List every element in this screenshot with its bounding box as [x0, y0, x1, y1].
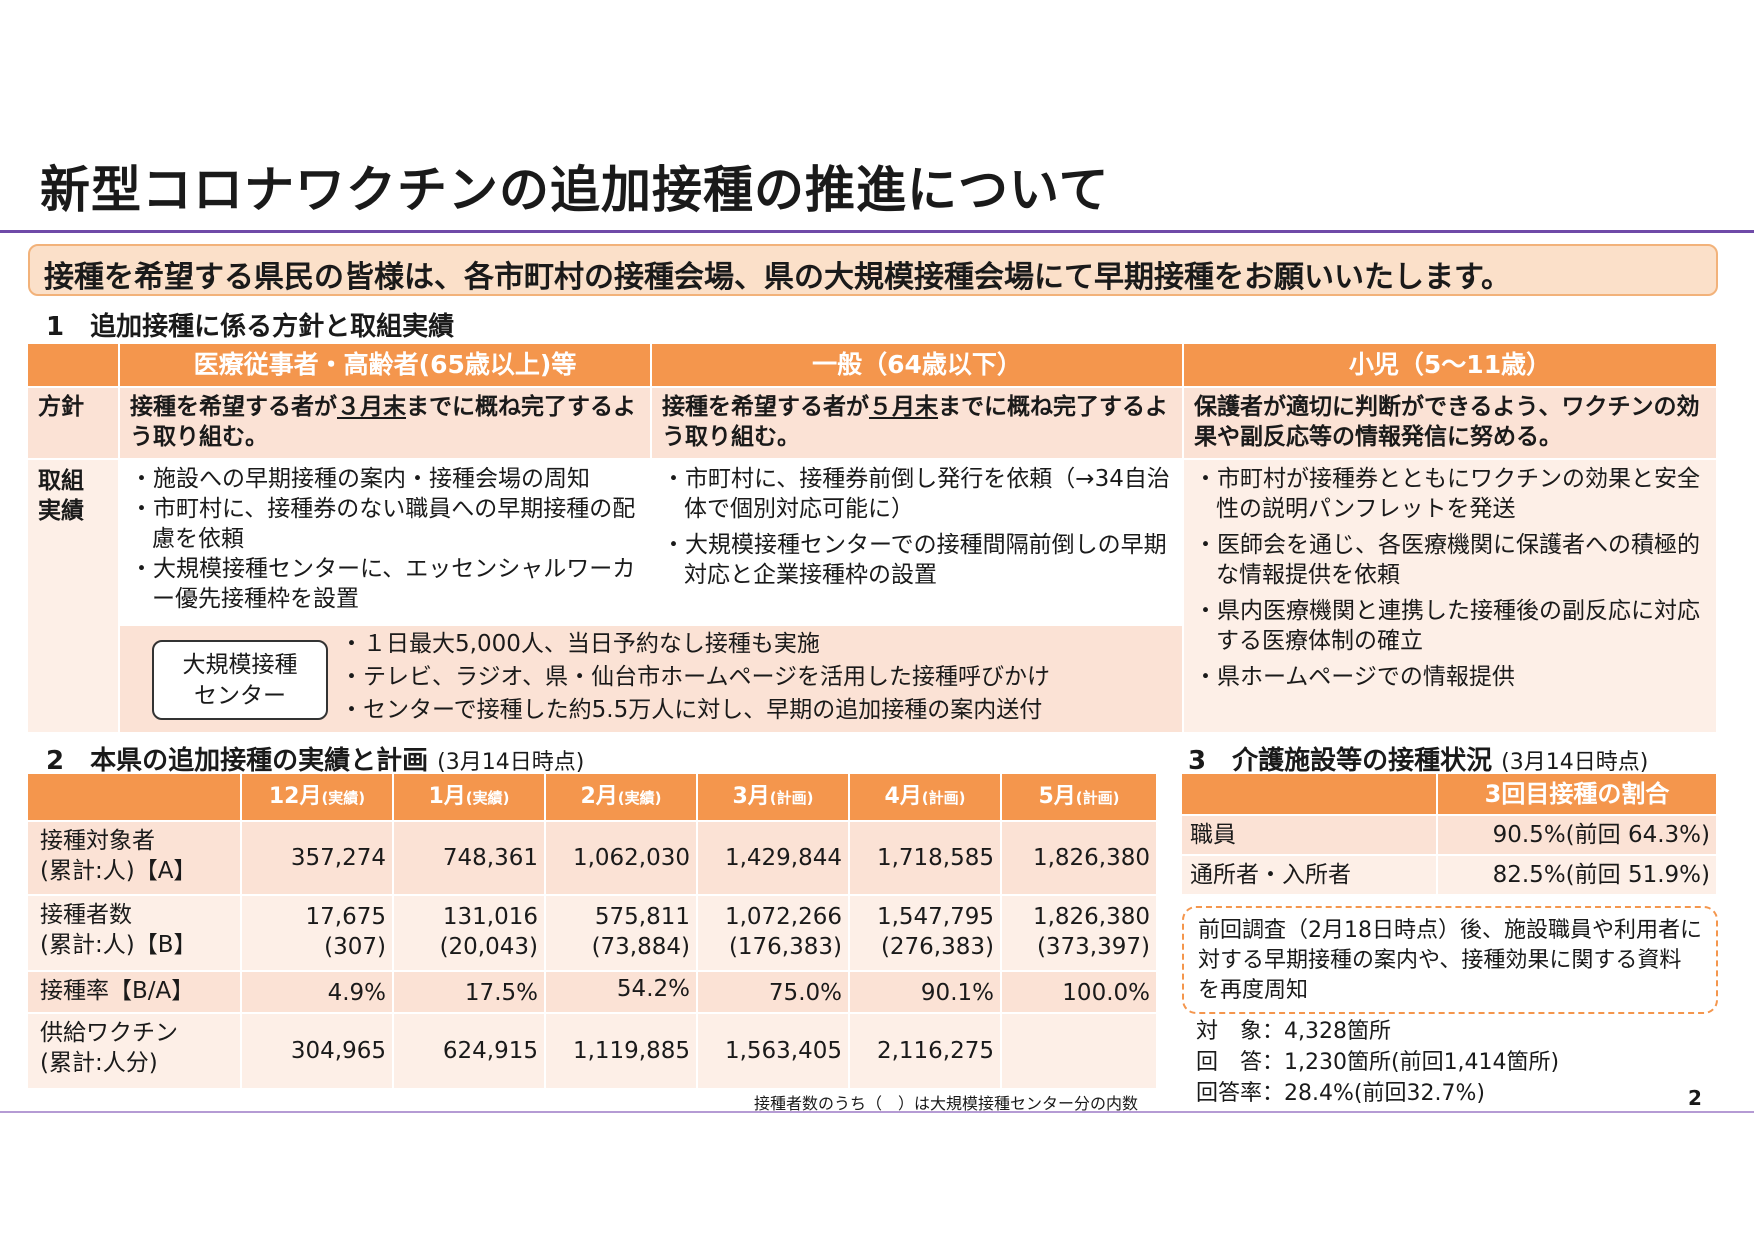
list-item: ・県ホームページでの情報提供: [1194, 664, 1515, 690]
info-target: 対 象：4,328箇所: [1196, 1019, 1391, 1044]
survey-info: 対 象：4,328箇所 回 答：1,230箇所(前回1,414箇所) 回答率：2…: [1196, 1016, 1559, 1109]
table-cell: 1,563,405: [698, 1014, 848, 1088]
section3-heading: 3 介護施設等の接種状況 (3月14日時点): [1188, 746, 1649, 776]
list-item: ・１日最大5,000人、当日予約なし接種も実施: [340, 631, 820, 657]
table-footnote: 接種者数のうち（ ）は大規模接種センター分の内数: [754, 1094, 1139, 1113]
section1-heading: 1 追加接種に係る方針と取組実績: [46, 312, 455, 342]
table-cell: 1,119,885: [546, 1014, 696, 1088]
list-item: ・医師会を通じ、各医療機関に保護者への積極的な情報提供を依頼: [1194, 532, 1700, 588]
list-item: ・大規模接種センターでの接種間隔前倒しの早期対応と企業接種枠の設置: [662, 532, 1167, 588]
row-label-rate: 接種率【B/A】: [28, 972, 240, 1012]
top-divider: [0, 230, 1754, 233]
row-label-vaccinated: 接種者数 (累計:人)【B】: [28, 896, 240, 970]
page-title: 新型コロナワクチンの追加接種の推進について: [40, 161, 1110, 219]
request-banner: 接種を希望する県民の皆様は、各市町村の接種会場、県の大規模接種会場にて早期接種を…: [28, 244, 1718, 296]
mass-vaccination-center-label: 大規模接種 センター: [152, 640, 328, 720]
month-header: 2月(実績): [546, 774, 696, 820]
header-corner: [28, 344, 118, 386]
table-cell: 2,116,275: [850, 1014, 1000, 1088]
row-label-target: 接種対象者 (累計:人)【A】: [28, 822, 240, 894]
list-item: ・大規模接種センターに、エッセンシャルワーカー優先接種枠を設置: [130, 556, 636, 612]
survey-note: 前回調査（2月18日時点）後、施設職員や利用者に対する早期接種の案内や、接種効果…: [1182, 906, 1718, 1014]
table-cell: 100.0%: [1002, 972, 1156, 1012]
list-item: ・市町村が接種券とともにワクチンの効果と安全性の説明パンフレットを発送: [1194, 466, 1700, 522]
policy-label: 方針: [28, 388, 118, 458]
info-response-rate: 回答率：28.4%(前回32.7%): [1196, 1081, 1485, 1106]
table-cell: 1,547,795 (276,383): [850, 896, 1000, 970]
info-responses: 回 答：1,230箇所(前回1,414箇所): [1196, 1050, 1560, 1075]
table-cell: 54.2%: [546, 972, 696, 1012]
col-header-elderly: 医療従事者・高齢者(65歳以上)等: [120, 344, 650, 386]
table-cell: 90.1%: [850, 972, 1000, 1012]
table-cell: 17,675 (307): [242, 896, 392, 970]
table-cell: 4.9%: [242, 972, 392, 1012]
table-cell: 575,811 (73,884): [546, 896, 696, 970]
results-label: 取組 実績: [28, 460, 118, 732]
month-header: 1月(実績): [394, 774, 544, 820]
table-cell: 1,826,380: [1002, 822, 1156, 894]
care-table-corner: [1182, 774, 1436, 814]
list-item: ・市町村に、接種券前倒し発行を依頼（→34自治体で個別対応可能に）: [662, 466, 1170, 522]
month-header: 4月(計画): [850, 774, 1000, 820]
list-item: ・センターで接種した約5.5万人に対し、早期の追加接種の案内送付: [340, 697, 1043, 723]
care-row-value: 82.5%(前回 51.9%): [1438, 856, 1716, 894]
bottom-divider: [0, 1111, 1754, 1113]
care-col-header: 3回目接種の割合: [1438, 774, 1716, 814]
results-child: ・市町村が接種券とともにワクチンの効果と安全性の説明パンフレットを発送 ・医師会…: [1184, 460, 1716, 732]
results-general: ・市町村に、接種券前倒し発行を依頼（→34自治体で個別対応可能に） ・大規模接種…: [652, 460, 1182, 624]
table-cell: 357,274: [242, 822, 392, 894]
month-header: 5月(計画): [1002, 774, 1156, 820]
table-cell: 1,718,585: [850, 822, 1000, 894]
care-row-label: 通所者・入所者: [1182, 856, 1436, 894]
table-cell: 304,965: [242, 1014, 392, 1088]
list-item: ・テレビ、ラジオ、県・仙台市ホームページを活用した接種呼びかけ: [340, 664, 1051, 690]
table-cell: 131,016 (20,043): [394, 896, 544, 970]
table-cell: 1,429,844: [698, 822, 848, 894]
table-cell: 17.5%: [394, 972, 544, 1012]
care-row-value: 90.5%(前回 64.3%): [1438, 816, 1716, 854]
col-header-general: 一般（64歳以下）: [652, 344, 1182, 386]
table-cell: [1002, 1014, 1156, 1088]
month-header: 3月(計画): [698, 774, 848, 820]
policy-general: 接種を希望する者が５月末までに概ね完了するよう取り組む。: [652, 388, 1182, 458]
list-item: ・県内医療機関と連携した接種後の副反応に対応する医療体制の確立: [1194, 598, 1700, 654]
care-row-label: 職員: [1182, 816, 1436, 854]
month-header: 12月(実績): [242, 774, 392, 820]
section2-heading: 2 本県の追加接種の実績と計画 (3月14日時点): [46, 746, 585, 776]
table-cell: 1,062,030: [546, 822, 696, 894]
list-item: ・施設への早期接種の案内・接種会場の周知: [130, 466, 590, 492]
col-header-child: 小児（5～11歳）: [1184, 344, 1716, 386]
table-cell: 1,826,380 (373,397): [1002, 896, 1156, 970]
policy-elderly: 接種を希望する者が３月末までに概ね完了するよう取り組む。: [120, 388, 650, 458]
policy-child: 保護者が適切に判断ができるよう、ワクチンの効果や副反応等の情報発信に努める。: [1184, 388, 1716, 458]
page-number: 2: [1688, 1086, 1702, 1110]
results-elderly: ・施設への早期接種の案内・接種会場の周知 ・市町村に、接種券のない職員への早期接…: [120, 460, 650, 624]
table-cell: 624,915: [394, 1014, 544, 1088]
list-item: ・市町村に、接種券のない職員への早期接種の配慮を依頼: [130, 496, 636, 552]
row-label-supply: 供給ワクチン (累計:人分): [28, 1014, 240, 1088]
table-corner: [28, 774, 240, 820]
table-cell: 748,361: [394, 822, 544, 894]
table-cell: 1,072,266 (176,383): [698, 896, 848, 970]
center-items: ・１日最大5,000人、当日予約なし接種も実施 ・テレビ、ラジオ、県・仙台市ホー…: [340, 628, 1180, 727]
table-cell: 75.0%: [698, 972, 848, 1012]
